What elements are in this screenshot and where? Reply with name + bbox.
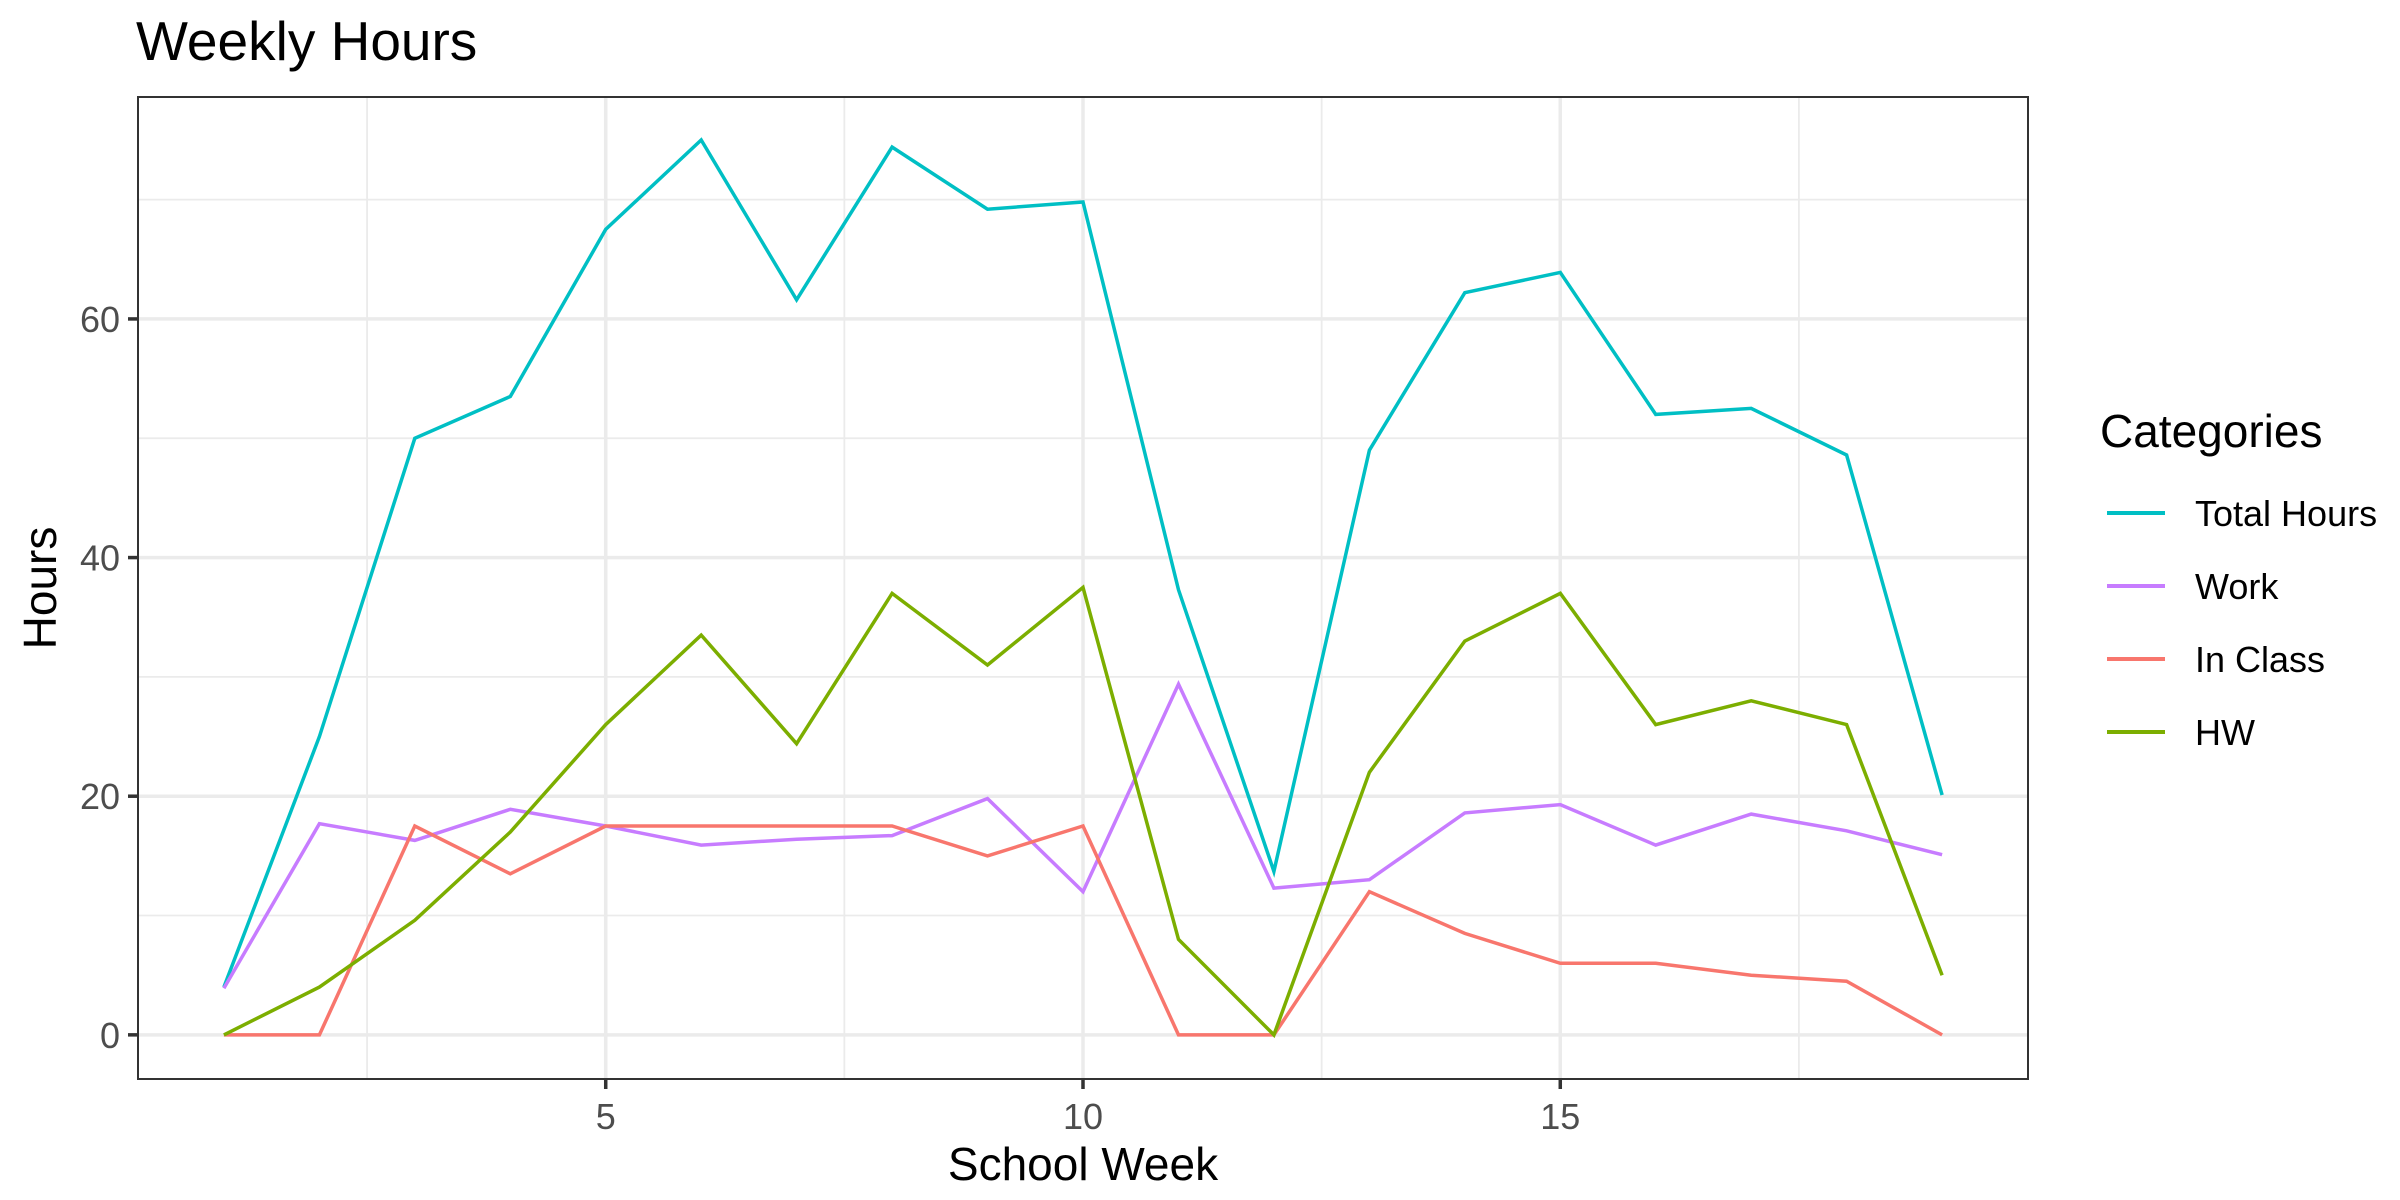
legend-label: Total Hours: [2195, 493, 2377, 534]
x-tick-label: 5: [596, 1096, 616, 1137]
legend-label: HW: [2195, 712, 2255, 753]
x-tick-label: 15: [1540, 1096, 1580, 1137]
y-axis-title: Hours: [14, 527, 66, 650]
y-tick-label: 60: [80, 299, 120, 340]
x-tick-label: 10: [1063, 1096, 1103, 1137]
legend-item-work: Work: [2107, 566, 2279, 607]
chart-title: Weekly Hours: [136, 10, 477, 72]
series-line-total-hours: [222, 137, 1944, 988]
series-line-in-class: [223, 823, 1943, 1037]
series-lines: [222, 137, 1944, 1039]
y-tick-label: 20: [80, 776, 120, 817]
x-axis-title: School Week: [948, 1138, 1219, 1190]
legend-items: Total Hours Work In Class HW: [2107, 493, 2377, 753]
y-tick-label: 40: [80, 538, 120, 579]
legend-label: In Class: [2195, 639, 2325, 680]
y-axis: 0 20 40 60: [80, 299, 138, 1056]
legend-title: Categories: [2100, 405, 2322, 457]
series-line-work: [222, 679, 1943, 990]
legend: Categories Total Hours Work In Class HW: [2100, 405, 2377, 753]
legend-label: Work: [2195, 566, 2279, 607]
legend-item-in-class: In Class: [2107, 639, 2325, 680]
legend-item-hw: HW: [2107, 712, 2255, 753]
plot-panel: [137, 96, 2029, 1080]
legend-item-total-hours: Total Hours: [2107, 493, 2377, 534]
x-axis: 5 10 15: [596, 1079, 1580, 1137]
y-tick-label: 0: [100, 1015, 120, 1056]
series-line-hw: [223, 584, 1944, 1039]
